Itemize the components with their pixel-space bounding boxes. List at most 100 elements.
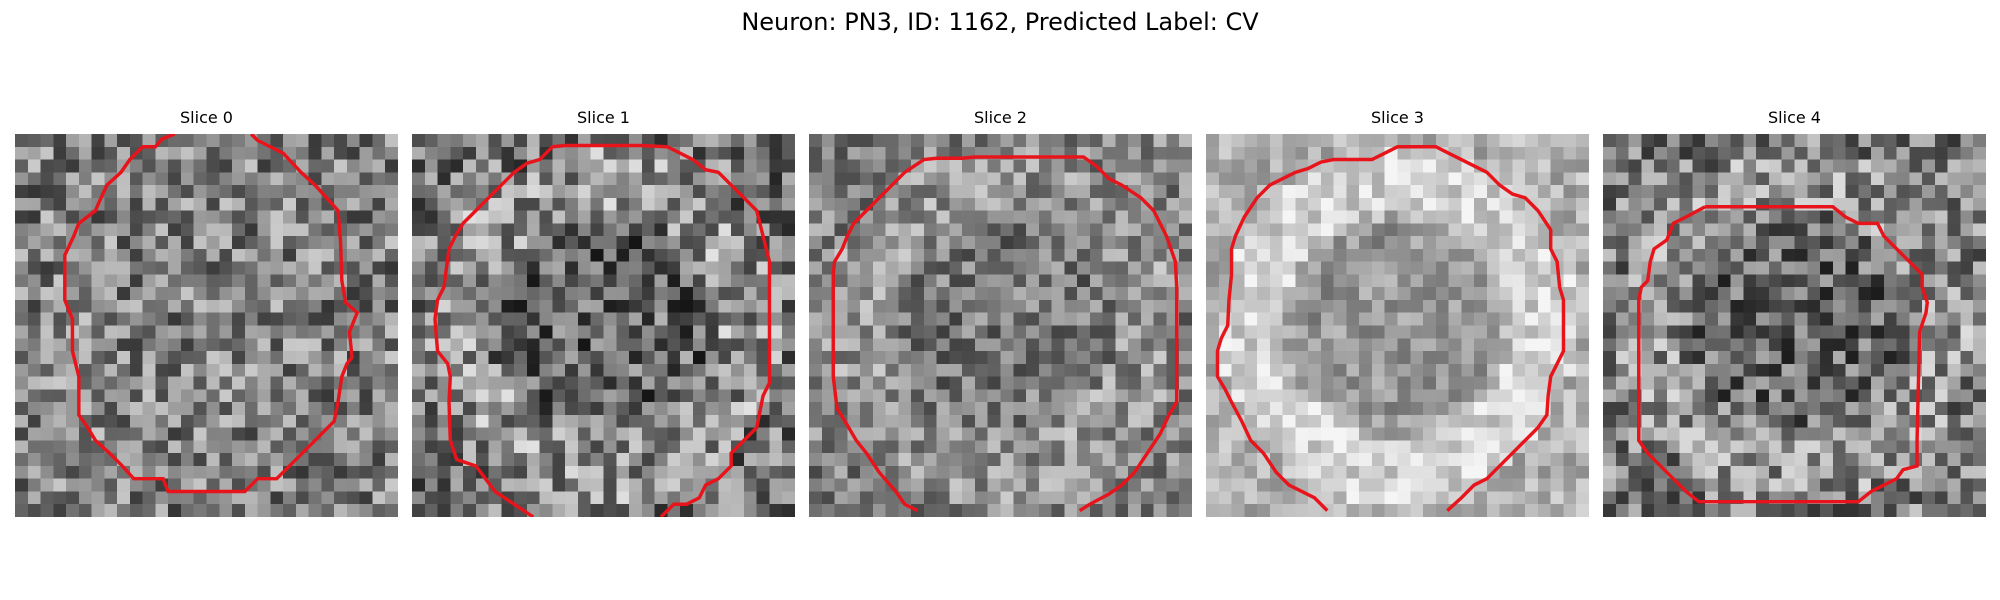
- image-pixel: [1820, 478, 1834, 492]
- image-pixel: [1654, 402, 1668, 416]
- image-pixel: [1308, 299, 1322, 313]
- image-pixel: [244, 223, 258, 237]
- image-pixel: [1883, 491, 1897, 505]
- image-pixel: [1244, 146, 1258, 160]
- image-pixel: [1051, 376, 1065, 390]
- image-pixel: [1871, 427, 1885, 441]
- image-pixel: [180, 427, 194, 441]
- image-pixel: [949, 363, 963, 377]
- image-pixel: [1448, 389, 1462, 403]
- image-pixel: [1486, 453, 1500, 467]
- image-pixel: [847, 197, 861, 211]
- image-pixel: [1563, 414, 1577, 428]
- image-pixel: [1257, 338, 1271, 352]
- image-pixel: [936, 338, 950, 352]
- image-pixel: [769, 427, 783, 441]
- image-pixel: [1781, 389, 1795, 403]
- image-pixel: [40, 402, 54, 416]
- image-pixel: [1909, 299, 1923, 313]
- image-pixel: [552, 440, 566, 454]
- image-pixel: [1794, 210, 1808, 224]
- image-pixel: [860, 274, 874, 288]
- image-pixel: [1781, 414, 1795, 428]
- image-pixel: [782, 159, 795, 173]
- image-pixel: [1871, 414, 1885, 428]
- image-pixel: [1756, 261, 1770, 275]
- image-pixel: [1934, 504, 1948, 517]
- image-pixel: [66, 478, 80, 492]
- image-pixel: [1858, 389, 1872, 403]
- image-pixel: [1794, 504, 1808, 517]
- image-pixel: [1423, 504, 1437, 517]
- image-pixel: [168, 274, 182, 288]
- image-pixel: [756, 312, 770, 326]
- image-pixel: [359, 248, 373, 262]
- image-pixel: [193, 248, 207, 262]
- image-pixel: [1244, 389, 1258, 403]
- image-pixel: [514, 465, 528, 479]
- image-pixel: [1128, 453, 1142, 467]
- image-pixel: [654, 299, 668, 313]
- image-pixel: [193, 402, 207, 416]
- image-pixel: [1499, 197, 1513, 211]
- image-pixel: [437, 134, 451, 148]
- image-pixel: [1947, 197, 1961, 211]
- image-pixel: [40, 376, 54, 390]
- image-pixel: [53, 312, 67, 326]
- image-pixel: [1537, 312, 1551, 326]
- image-pixel: [219, 312, 233, 326]
- image-pixel: [590, 478, 604, 492]
- image-pixel: [1359, 172, 1373, 186]
- image-pixel: [1717, 389, 1731, 403]
- image-pixel: [155, 197, 169, 211]
- image-pixel: [526, 134, 540, 148]
- image-pixel: [1896, 478, 1910, 492]
- image-pixel: [526, 414, 540, 428]
- image-pixel: [949, 197, 963, 211]
- image-pixel: [1705, 389, 1719, 403]
- image-pixel: [590, 453, 604, 467]
- image-pixel: [1973, 491, 1986, 505]
- image-pixel: [885, 299, 899, 313]
- image-pixel: [1807, 376, 1821, 390]
- image-pixel: [1244, 248, 1258, 262]
- image-pixel: [667, 325, 681, 339]
- image-pixel: [168, 453, 182, 467]
- image-pixel: [1333, 453, 1347, 467]
- image-pixel: [860, 376, 874, 390]
- image-pixel: [270, 504, 284, 517]
- image-pixel: [1244, 491, 1258, 505]
- image-pixel: [450, 172, 464, 186]
- image-pixel: [66, 197, 80, 211]
- image-pixel: [1973, 427, 1986, 441]
- image-pixel: [1077, 453, 1091, 467]
- image-pixel: [15, 325, 29, 339]
- image-pixel: [257, 478, 271, 492]
- image-pixel: [1423, 210, 1437, 224]
- image-pixel: [501, 325, 515, 339]
- image-pixel: [321, 146, 335, 160]
- image-pixel: [1512, 504, 1526, 517]
- image-pixel: [809, 363, 823, 377]
- image-pixel: [1922, 491, 1936, 505]
- image-pixel: [450, 261, 464, 275]
- image-pixel: [1359, 478, 1373, 492]
- image-pixel: [667, 491, 681, 505]
- image-pixel: [782, 363, 795, 377]
- image-pixel: [1346, 402, 1360, 416]
- image-pixel: [1423, 287, 1437, 301]
- image-pixel: [1397, 453, 1411, 467]
- image-pixel: [501, 197, 515, 211]
- image-pixel: [359, 223, 373, 237]
- image-pixel: [654, 287, 668, 301]
- image-pixel: [1153, 478, 1167, 492]
- image-pixel: [1371, 453, 1385, 467]
- image-pixel: [1922, 363, 1936, 377]
- image-pixel: [629, 248, 643, 262]
- image-pixel: [1615, 363, 1629, 377]
- image-pixel: [1282, 261, 1296, 275]
- image-pixel: [667, 261, 681, 275]
- image-pixel: [1051, 299, 1065, 313]
- image-pixel: [616, 351, 630, 365]
- image-pixel: [1269, 210, 1283, 224]
